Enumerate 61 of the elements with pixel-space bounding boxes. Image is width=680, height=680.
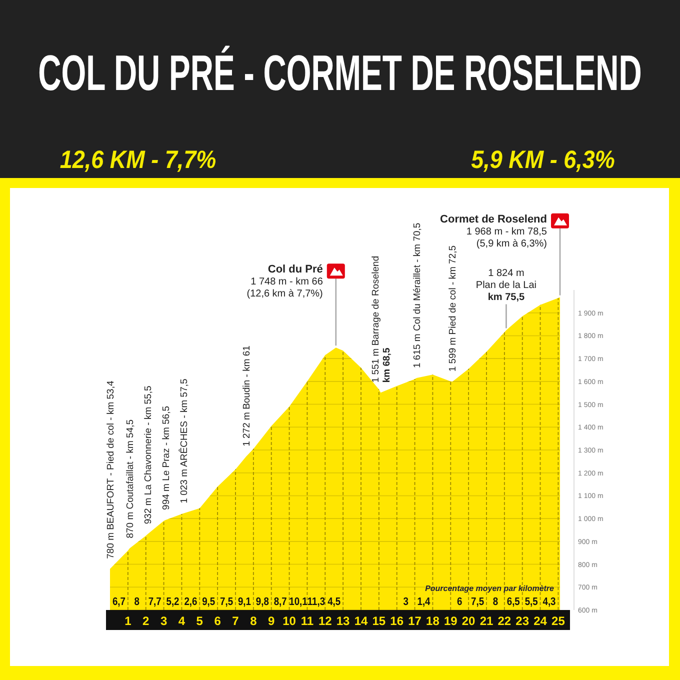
- annotation: 6,5: [506, 596, 520, 608]
- annotation: 1 615 m Col du Méraillet - km 70,5: [412, 222, 423, 368]
- annotation: 1 023 m ARÊCHES - km 57,5: [178, 378, 190, 504]
- x-tick-label: 4: [178, 614, 186, 628]
- text: 12,6 KM - 7,7%: [60, 146, 216, 174]
- annotation: 1 272 m Boudin - km 61: [242, 346, 253, 446]
- x-tick-label: 18: [426, 614, 440, 628]
- annotation: 6,7: [112, 596, 126, 608]
- annotation: 1 824 m Plan de la Lai km 75,5: [476, 268, 537, 304]
- annotation: 10,1: [289, 596, 308, 608]
- x-tick-label: 9: [268, 614, 276, 628]
- annotation: 9,5: [202, 596, 216, 608]
- x-tick-label: 5: [196, 614, 204, 628]
- annotation: 4,5: [328, 596, 341, 608]
- annotation: 3: [403, 596, 409, 608]
- annotation: 9,8: [256, 596, 270, 608]
- annotation: 1,4: [417, 596, 431, 608]
- annotation: 5,2: [166, 596, 180, 608]
- annotation: 5,5: [524, 596, 538, 608]
- annotation: 994 m Le Praz - km 56,5: [160, 406, 172, 510]
- x-tick-label: 19: [444, 614, 458, 628]
- x-tick-label: 7: [232, 614, 240, 628]
- x-tick-label: 6: [214, 614, 222, 628]
- annotation: 7,5: [220, 596, 234, 608]
- annotation: 932 m La Chavonnerie - km 55,5: [142, 386, 154, 524]
- annotation: 8: [492, 596, 498, 608]
- x-tick-label: 3: [160, 614, 168, 628]
- x-tick-label: 24: [534, 614, 548, 628]
- annotation: 870 m Coutafaillat - km 54,5: [125, 419, 136, 538]
- annotation: 8: [134, 596, 140, 608]
- text: 5,9 KM - 6,3%: [471, 146, 615, 174]
- annotation: 780 m BEAUFORT - Pied de col - km 53,4: [105, 380, 116, 559]
- annotation: 8,7: [274, 596, 288, 608]
- annotation: 11,3: [307, 596, 326, 608]
- x-tick-label: 12: [318, 614, 332, 628]
- x-tick-label: 2: [142, 614, 150, 628]
- annotation: Pourcentage moyen par kilomètre: [425, 584, 555, 593]
- x-tick-label: 13: [336, 614, 350, 628]
- x-tick-label: 1: [124, 614, 132, 628]
- x-tick-label: 22: [498, 614, 512, 628]
- annotation: 6: [457, 596, 462, 608]
- x-tick-label: 17: [408, 614, 422, 628]
- x-tick-label: 15: [372, 614, 386, 628]
- annotation: 1 551 m Barrage de Roselend km 68,5: [370, 256, 393, 383]
- annotation: 9,1: [238, 596, 252, 608]
- x-tick-label: 21: [480, 614, 494, 628]
- x-tick-label: 20: [462, 614, 476, 628]
- annotation: 7,7: [148, 596, 162, 608]
- x-tick-label: 8: [250, 614, 258, 628]
- x-tick-label: 23: [516, 614, 530, 628]
- annotation: 4,3: [542, 596, 556, 608]
- x-tick-label: 16: [390, 614, 404, 628]
- x-tick-label: 25: [552, 614, 566, 628]
- x-tick-label: 10: [282, 614, 296, 628]
- annotation: 2,6: [184, 596, 198, 608]
- x-tick-label: 14: [354, 614, 368, 628]
- annotation: 7,5: [471, 596, 484, 608]
- chart-title: COL DU PRÉ - CORMET DE ROSELEND: [38, 44, 642, 101]
- annotation: 1 599 m Pied de col - km 72,5: [448, 245, 459, 372]
- x-tick-label: 11: [300, 614, 314, 628]
- annotation: Col du Pré 1 748 m - km 66 (12,6 km à 7,7%): [246, 264, 324, 300]
